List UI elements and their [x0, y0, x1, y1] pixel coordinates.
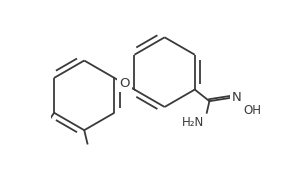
- Text: N: N: [231, 91, 241, 104]
- Text: O: O: [119, 77, 130, 90]
- Text: OH: OH: [243, 104, 261, 117]
- Text: H₂N: H₂N: [182, 116, 204, 129]
